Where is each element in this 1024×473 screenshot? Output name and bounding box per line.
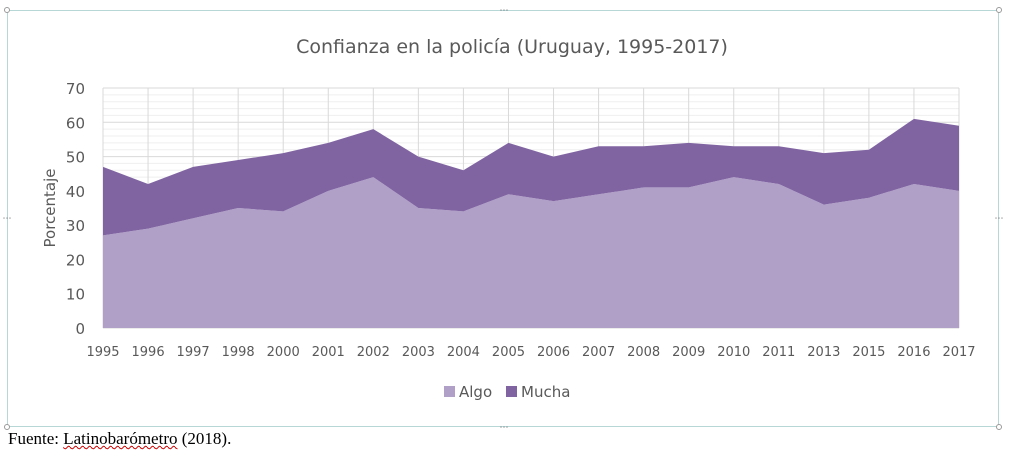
x-tick-label: 2001 <box>312 345 345 360</box>
y-tick-label: 40 <box>66 183 85 201</box>
x-tick-label: 2010 <box>717 345 750 360</box>
legend-swatch-mucha <box>506 386 517 397</box>
corner-handle-icon <box>4 7 10 13</box>
area-algo <box>103 177 959 328</box>
x-tick-label: 2016 <box>897 345 930 360</box>
x-tick-label: 2015 <box>852 345 885 360</box>
legend-swatch-algo <box>444 386 455 397</box>
y-tick-label: 10 <box>66 286 85 304</box>
corner-handle-icon <box>4 424 10 430</box>
x-tick-label: 2013 <box>807 345 840 360</box>
y-tick-label: 60 <box>66 114 85 132</box>
legend-label-mucha: Mucha <box>521 383 570 401</box>
x-tick-label: 1998 <box>222 345 255 360</box>
y-tick-label: 0 <box>75 320 85 338</box>
resize-handle-icon: ⋯ <box>995 214 1004 224</box>
x-tick-label: 2002 <box>357 345 390 360</box>
x-tick-label: 1997 <box>177 345 210 360</box>
resize-handle-icon: ⋯ <box>500 6 509 16</box>
y-tick-label: 20 <box>66 251 85 269</box>
x-tick-label: 2011 <box>762 345 795 360</box>
x-tick-label: 1995 <box>86 345 119 360</box>
x-tick-label: 2009 <box>672 345 705 360</box>
y-axis-label: Porcentaje <box>41 169 59 248</box>
source-note: Fuente: Latinobarómetro (2018). <box>8 429 231 449</box>
resize-handle-icon: ⋯ <box>500 423 509 433</box>
source-name: Latinobarómetro <box>63 429 178 448</box>
source-prefix: Fuente: <box>8 429 64 448</box>
x-tick-label: 1996 <box>132 345 165 360</box>
resize-handle-icon: ⋯ <box>3 214 12 224</box>
legend-label-algo: Algo <box>459 383 492 401</box>
chart-title: Confianza en la policía (Uruguay, 1995-2… <box>296 36 728 58</box>
x-tick-label: 2007 <box>582 345 615 360</box>
x-tick-label: 2006 <box>537 345 570 360</box>
y-tick-label: 50 <box>66 149 85 167</box>
x-tick-label: 2004 <box>447 345 480 360</box>
chart-frame[interactable] <box>7 10 999 427</box>
corner-handle-icon <box>996 424 1002 430</box>
x-tick-label: 2000 <box>267 345 300 360</box>
x-tick-label: 2003 <box>402 345 435 360</box>
y-tick-label: 30 <box>66 217 85 235</box>
x-tick-label: 2017 <box>942 345 975 360</box>
x-tick-label: 2008 <box>627 345 660 360</box>
x-tick-label: 2005 <box>492 345 525 360</box>
corner-handle-icon <box>996 7 1002 13</box>
source-suffix: (2018). <box>177 429 232 448</box>
y-tick-label: 70 <box>66 80 85 98</box>
area-mucha <box>103 118 959 236</box>
